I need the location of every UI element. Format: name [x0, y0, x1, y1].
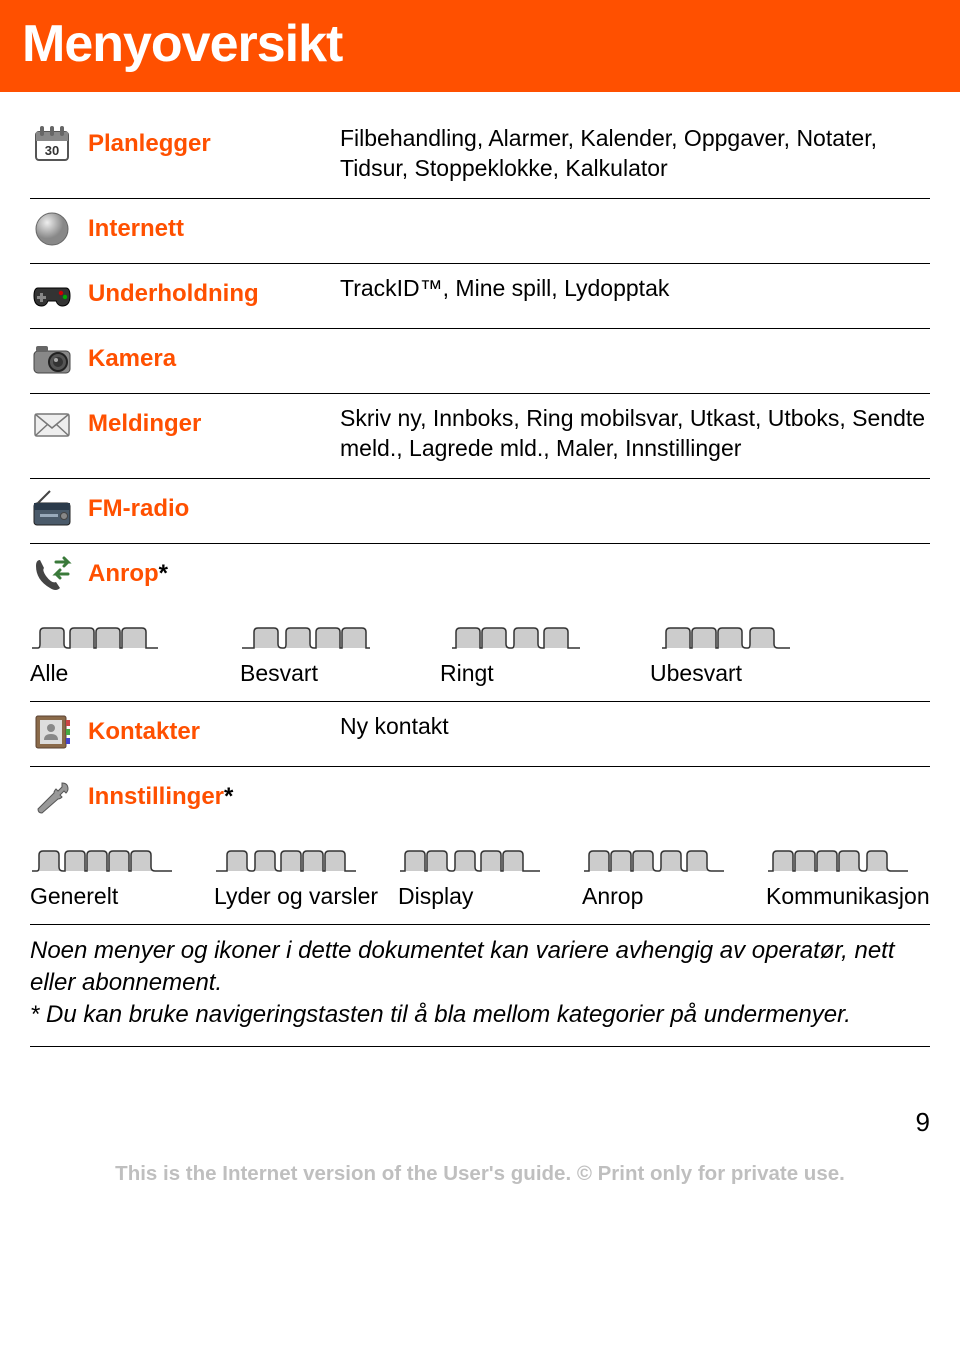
wrench-icon [30, 777, 74, 817]
tab-label: Ubesvart [650, 660, 930, 687]
contacts-icon [30, 712, 74, 752]
menu-label: Kontakter [88, 718, 200, 746]
menu-label: Innstillinger [88, 783, 224, 810]
radio-icon [30, 489, 74, 529]
menu-left: Innstillinger* [30, 777, 340, 817]
menu-row-kamera: Kamera [30, 329, 930, 394]
tab-indicator-icon [32, 622, 160, 650]
tab-indicator-icon [216, 845, 356, 873]
tab-indicator-icon [768, 845, 908, 873]
tab-label: Display [398, 883, 582, 910]
footnote-text: Noen menyer og ikoner i dette dokumentet… [30, 925, 930, 1047]
menu-row-anrop: Anrop* [30, 544, 930, 608]
menu-row-internett: Internett [30, 199, 930, 264]
page-title: Menyoversikt [22, 14, 938, 74]
menu-left: Kamera [30, 339, 340, 379]
menu-row-meldinger: Meldinger Skriv ny, Innboks, Ring mobils… [30, 394, 930, 479]
menu-left: Underholdning [30, 274, 340, 314]
camera-icon [30, 339, 74, 379]
call-tab-icons [32, 622, 930, 650]
menu-row-underholdning: Underholdning TrackID™, Mine spill, Lydo… [30, 264, 930, 329]
settings-tab-icons [32, 845, 930, 873]
tab-indicator-icon [584, 845, 724, 873]
menu-label-wrap: Anrop* [88, 560, 168, 588]
menu-row-fmradio: FM-radio [30, 479, 930, 544]
menu-left: Internett [30, 209, 340, 249]
menu-left: Kontakter [30, 712, 340, 752]
tab-indicator-icon [32, 845, 172, 873]
menu-label: Underholdning [88, 280, 259, 308]
menu-desc: Ny kontakt [340, 712, 930, 742]
tab-label: Kommunikasjon [766, 883, 930, 910]
menu-left: Meldinger [30, 404, 340, 444]
gamepad-icon [30, 274, 74, 314]
menu-row-kontakter: Kontakter Ny kontakt [30, 702, 930, 767]
page-number: 9 [0, 1047, 960, 1162]
menu-label-wrap: Innstillinger* [88, 783, 233, 811]
menu-label: Internett [88, 215, 184, 243]
menu-label: Planlegger [88, 130, 211, 158]
menu-desc: Skriv ny, Innboks, Ring mobilsvar, Utkas… [340, 404, 930, 464]
asterisk: * [224, 783, 233, 810]
tab-indicator-icon [400, 845, 540, 873]
tab-indicator-icon [452, 622, 580, 650]
envelope-icon [30, 404, 74, 444]
menu-label: Kamera [88, 345, 176, 373]
svg-text:30: 30 [45, 143, 59, 158]
menu-desc: Filbehandling, Alarmer, Kalender, Oppgav… [340, 124, 930, 184]
settings-tab-labels: Generelt Lyder og varsler Display Anrop … [30, 883, 930, 910]
asterisk: * [159, 560, 168, 587]
menu-label: FM-radio [88, 495, 189, 523]
tab-label: Generelt [30, 883, 214, 910]
tab-label: Besvart [240, 660, 440, 687]
tab-indicator-icon [662, 622, 790, 650]
menu-label: Anrop [88, 560, 159, 587]
menu-row-innstillinger: Innstillinger* [30, 767, 930, 831]
page-header: Menyoversikt [0, 0, 960, 92]
tab-label: Anrop [582, 883, 766, 910]
phone-icon [30, 554, 74, 594]
tab-label: Ringt [440, 660, 650, 687]
content-area: 30 Planlegger Filbehandling, Alarmer, Ka… [0, 92, 960, 1047]
tab-label: Alle [30, 660, 240, 687]
menu-row-planlegger: 30 Planlegger Filbehandling, Alarmer, Ka… [30, 114, 930, 199]
menu-desc: TrackID™, Mine spill, Lydopptak [340, 274, 930, 304]
globe-icon [30, 209, 74, 249]
menu-left: 30 Planlegger [30, 124, 340, 164]
menu-label: Meldinger [88, 410, 201, 438]
calendar-icon: 30 [30, 124, 74, 164]
tab-label: Lyder og varsler [214, 883, 398, 910]
call-tabs-section: Alle Besvart Ringt Ubesvart [30, 608, 930, 702]
tab-indicator-icon [242, 622, 370, 650]
copyright-text: This is the Internet version of the User… [0, 1162, 960, 1202]
menu-left: Anrop* [30, 554, 340, 594]
menu-left: FM-radio [30, 489, 340, 529]
call-tab-labels: Alle Besvart Ringt Ubesvart [30, 660, 930, 687]
settings-tabs-section: Generelt Lyder og varsler Display Anrop … [30, 831, 930, 925]
